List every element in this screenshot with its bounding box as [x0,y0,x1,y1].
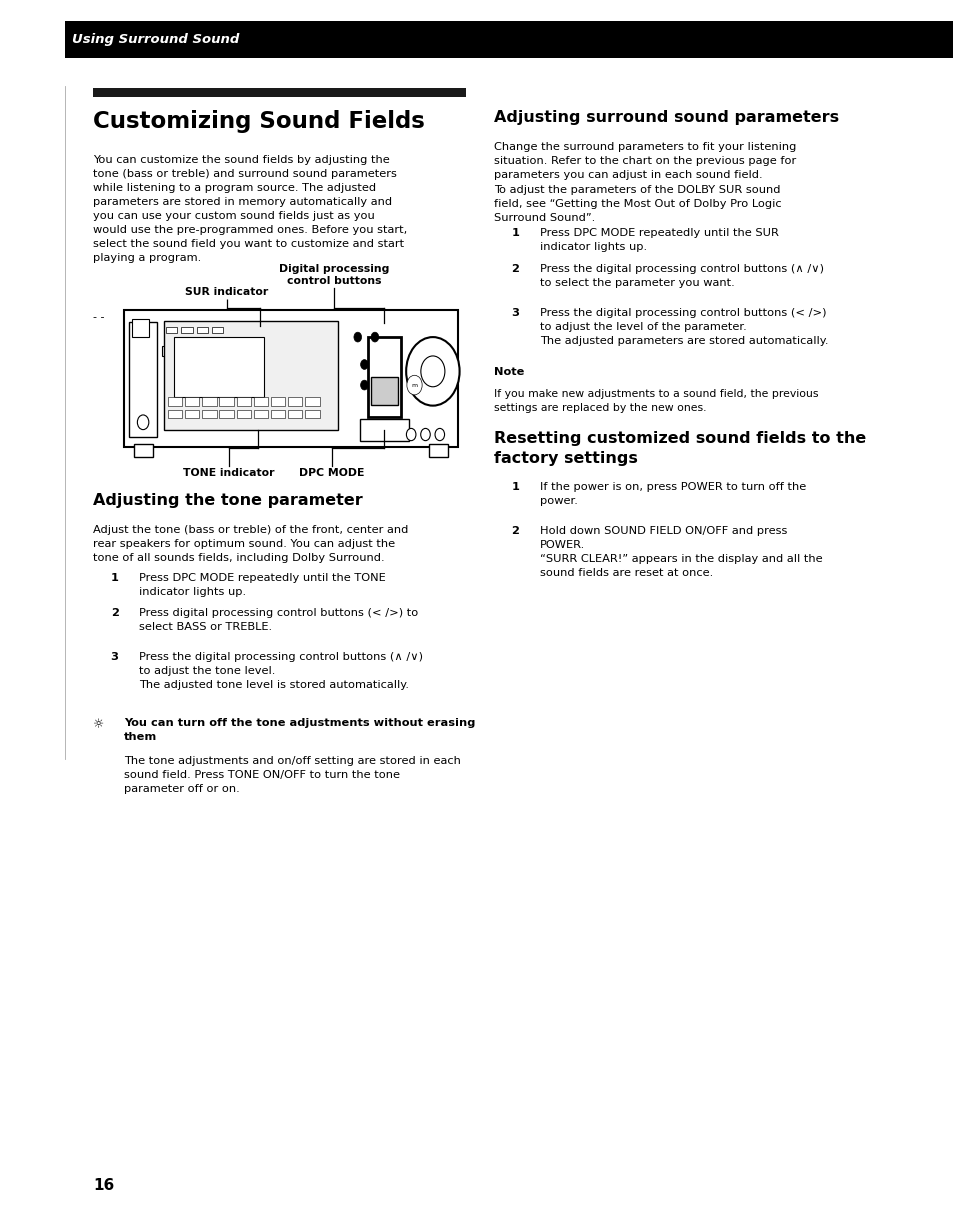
Bar [253,410,268,419]
Text: Using Surround Sound: Using Surround Sound [71,33,238,45]
Bar [288,410,302,419]
Text: 16: 16 [93,1179,114,1193]
Bar [196,327,208,333]
Bar [253,398,268,406]
Text: You can turn off the tone adjustments without erasing
them: You can turn off the tone adjustments wi… [124,718,475,743]
Text: 3: 3 [511,308,518,318]
Bar [173,337,264,398]
Bar [168,398,182,406]
Text: Press DPC MODE repeatedly until the TONE
indicator lights up.: Press DPC MODE repeatedly until the TONE… [139,573,386,597]
Bar [367,337,400,416]
Bar [124,310,457,447]
Text: Press DPC MODE repeatedly until the SUR
indicator lights up.: Press DPC MODE repeatedly until the SUR … [539,228,778,252]
Bar [168,410,182,419]
Circle shape [406,376,421,395]
Circle shape [360,381,368,390]
Bar [236,410,251,419]
Bar [202,398,216,406]
Text: 3: 3 [111,652,118,662]
Text: Resetting customized sound fields to the
factory settings: Resetting customized sound fields to the… [494,431,865,465]
Text: To adjust the parameters of the DOLBY SUR sound
field, see “Getting the Most Out: To adjust the parameters of the DOLBY SU… [494,185,781,223]
Circle shape [420,428,430,441]
Text: Note: Note [494,367,524,377]
Text: Adjust the tone (bass or treble) of the front, center and
rear speakers for opti: Adjust the tone (bass or treble) of the … [93,525,409,563]
Bar [132,319,149,337]
Bar [129,322,157,437]
Text: 2: 2 [111,608,118,618]
Bar [219,410,233,419]
Bar [202,410,216,419]
Bar [162,346,172,356]
Text: 2: 2 [511,526,518,536]
Circle shape [360,360,368,370]
Bar [429,444,448,457]
Bar [212,327,223,333]
Text: - -: - - [93,312,105,322]
Text: Change the surround parameters to fit your listening
situation. Refer to the cha: Change the surround parameters to fit yo… [494,142,796,180]
Bar [271,398,285,406]
Text: 1: 1 [111,573,118,583]
Bar [181,327,193,333]
Text: DPC MODE: DPC MODE [299,468,364,477]
Text: SUR indicator: SUR indicator [185,288,269,297]
Text: 1: 1 [511,228,518,237]
Text: If the power is on, press POWER to turn off the
power.: If the power is on, press POWER to turn … [539,482,805,507]
Bar [305,398,319,406]
Circle shape [420,356,444,387]
Bar [359,419,408,441]
Bar [185,410,199,419]
Bar [236,398,251,406]
Bar [305,410,319,419]
Text: Adjusting the tone parameter: Adjusting the tone parameter [93,493,363,508]
Bar [133,444,152,457]
Text: 2: 2 [511,264,518,274]
Text: Press digital processing control buttons (< />) to
select BASS or TREBLE.: Press digital processing control buttons… [139,608,418,633]
Circle shape [137,415,149,430]
Text: Press the digital processing control buttons (∧ /∨)
to select the parameter you : Press the digital processing control but… [539,264,823,289]
Circle shape [406,337,459,405]
Bar [166,327,177,333]
Text: control buttons: control buttons [286,277,381,286]
Text: m: m [411,383,417,388]
Text: Customizing Sound Fields: Customizing Sound Fields [93,110,425,133]
Bar [932,21,953,58]
Text: The tone adjustments and on/off setting are stored in each
sound field. Press TO: The tone adjustments and on/off setting … [124,756,460,794]
Circle shape [354,332,361,341]
Text: 1: 1 [511,482,518,492]
Text: If you make new adjustments to a sound field, the previous
settings are replaced: If you make new adjustments to a sound f… [494,389,818,414]
Text: ☼: ☼ [93,718,105,732]
Text: Press the digital processing control buttons (< />)
to adjust the level of the p: Press the digital processing control but… [539,308,827,346]
Circle shape [435,428,444,441]
Bar [93,88,465,97]
Circle shape [406,428,416,441]
Text: Adjusting surround sound parameters: Adjusting surround sound parameters [494,110,839,125]
Bar [219,398,233,406]
Text: TONE indicator: TONE indicator [183,468,274,477]
Circle shape [371,332,378,341]
Text: Press the digital processing control buttons (∧ /∨)
to adjust the tone level.
Th: Press the digital processing control but… [139,652,423,690]
Bar [370,377,398,405]
Text: Hold down SOUND FIELD ON/OFF and press
POWER.
“SURR CLEAR!” appears in the displ: Hold down SOUND FIELD ON/OFF and press P… [539,526,821,578]
Text: Digital processing: Digital processing [278,264,389,274]
Text: You can customize the sound fields by adjusting the
tone (bass or treble) and su: You can customize the sound fields by ad… [93,155,407,263]
Bar [164,321,337,431]
Bar [271,410,285,419]
Bar [65,21,932,58]
Bar [288,398,302,406]
Bar [185,398,199,406]
